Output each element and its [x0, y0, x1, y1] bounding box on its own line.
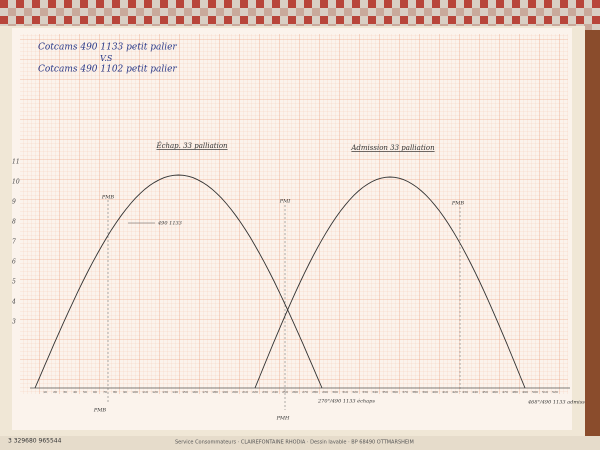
x-label: 360	[392, 390, 398, 394]
x-label: 230	[262, 390, 268, 394]
x-label: 10	[43, 390, 47, 394]
x-label: 280	[312, 390, 318, 394]
annotation: PMH	[276, 416, 290, 422]
y-label: 3	[12, 319, 16, 326]
tablecloth	[0, 0, 600, 30]
x-label: 320	[352, 390, 358, 394]
x-label: 520	[552, 390, 558, 394]
x-label: 250	[282, 390, 288, 394]
annotation: PMI	[279, 199, 291, 205]
x-label: 270	[302, 390, 308, 394]
x-label: 140	[172, 390, 178, 394]
x-label: 380	[412, 390, 418, 394]
x-label: 420	[452, 390, 458, 394]
x-label: 20	[53, 390, 57, 394]
x-label: 510	[542, 390, 548, 394]
x-label: 220	[252, 390, 258, 394]
y-label: 5	[12, 279, 16, 286]
y-label: 4	[11, 299, 16, 306]
x-label: 50	[83, 390, 87, 394]
x-label: 40	[73, 390, 77, 394]
x-label: 340	[372, 390, 378, 394]
x-label: 260	[292, 390, 298, 394]
x-label: 130	[162, 390, 168, 394]
annotation: PMB	[101, 195, 114, 201]
x-label: 450	[482, 390, 488, 394]
y-label: 8	[12, 219, 16, 226]
x-label: 440	[472, 390, 478, 394]
y-label: 11	[12, 159, 20, 166]
y-label: 6	[12, 259, 16, 266]
x-label: 210	[242, 390, 248, 394]
y-label: 10	[12, 179, 20, 186]
x-label: 160	[192, 390, 198, 394]
curve-title: Admission 33 palliation	[350, 144, 435, 152]
x-label: 180	[212, 390, 218, 394]
x-label: 120	[152, 390, 158, 394]
x-label: 350	[382, 390, 388, 394]
x-label: 390	[422, 390, 428, 394]
x-label: 300	[332, 390, 338, 394]
x-label: 100	[132, 390, 138, 394]
x-label: 330	[362, 390, 368, 394]
x-label: 80	[113, 390, 117, 394]
annotation: 270°/490 1133 échaps	[317, 398, 375, 405]
header-text: Cotcams 490 1133 petit palier	[38, 43, 177, 53]
exhaust-curve	[34, 174, 323, 389]
x-label: 490	[522, 390, 528, 394]
annotation: 468°/490 1133 admiss	[527, 400, 585, 406]
header-text: Cotcams 490 1102 petit palier	[38, 65, 177, 75]
x-label: 150	[182, 390, 188, 394]
x-label: 460	[492, 390, 498, 394]
x-label: 200	[232, 390, 238, 394]
x-label: 290	[322, 390, 328, 394]
footer-strip	[0, 436, 600, 450]
barcode: 3 329680 965544	[8, 438, 62, 445]
x-label: 190	[222, 390, 228, 394]
x-label: 500	[532, 390, 538, 394]
annotation: 490 1133	[157, 221, 182, 227]
x-label: 30	[63, 390, 67, 394]
y-label: 9	[12, 199, 16, 206]
x-label: 90	[123, 390, 127, 394]
x-label: 240	[272, 390, 278, 394]
x-label: 110	[142, 390, 148, 394]
x-label: 400	[432, 390, 438, 394]
annotation: PMB	[93, 408, 106, 414]
header-text: V.S	[100, 54, 113, 63]
x-label: 410	[442, 390, 448, 394]
x-label: 370	[402, 390, 408, 394]
x-label: 170	[202, 390, 208, 394]
x-label: 60	[93, 390, 97, 394]
x-label: 310	[342, 390, 348, 394]
x-label: 480	[512, 390, 518, 394]
footer-text: Service Consommateurs · CLAIREFONTAINE R…	[175, 440, 414, 446]
intake-curve	[254, 176, 526, 389]
curve-title: Échap. 33 palliation	[155, 141, 228, 150]
x-label: 70	[103, 390, 107, 394]
y-label: 7	[12, 239, 16, 246]
x-label: 430	[462, 390, 468, 394]
grid	[20, 34, 568, 394]
x-label: 470	[502, 390, 508, 394]
annotation: PMB	[451, 201, 464, 207]
